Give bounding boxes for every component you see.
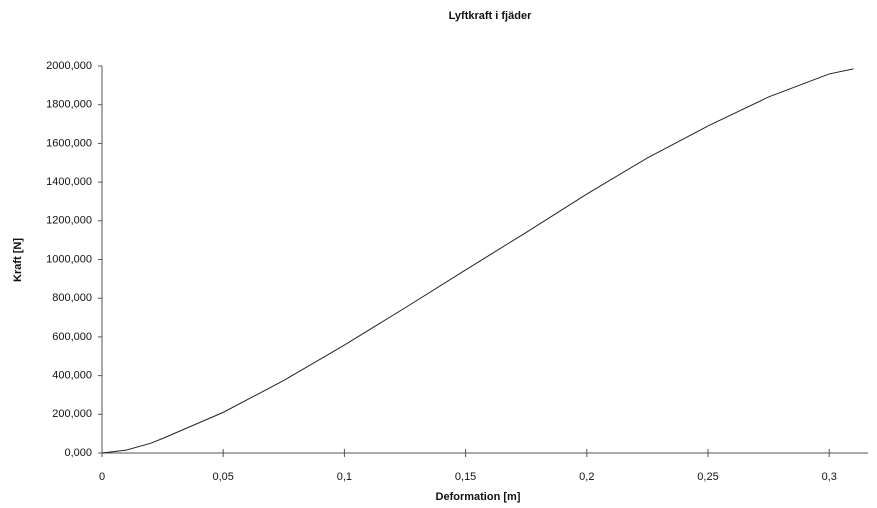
data-line (101, 68, 854, 454)
x-tick-label: 0 (99, 471, 105, 483)
y-tick-label: 1600,000 (46, 137, 92, 149)
y-tick-label: 1200,000 (46, 215, 92, 227)
x-tick-label: 0,2 (579, 471, 594, 483)
x-axis-label: Deformation [m] (436, 491, 521, 503)
x-tick-label: 0,25 (697, 471, 718, 483)
y-tick-label: 600,000 (52, 331, 92, 343)
y-tick-label: 1000,000 (46, 253, 92, 265)
y-tick-label: 400,000 (52, 370, 92, 382)
x-tick-label: 0,3 (822, 471, 837, 483)
y-tick-label: 200,000 (52, 408, 92, 420)
x-tick-label: 0,1 (337, 471, 352, 483)
chart-title: Lyftkraft i fjäder (449, 10, 532, 22)
y-axis-label: Kraft [N] (12, 238, 24, 282)
y-tick-label: 1400,000 (46, 176, 92, 188)
y-tick-label: 0,000 (64, 447, 92, 459)
y-tick-label: 800,000 (52, 292, 92, 304)
x-tick-label: 0,15 (455, 471, 476, 483)
y-tick-label: 1800,000 (46, 99, 92, 111)
y-tick-label: 2000,000 (46, 60, 92, 72)
x-tick-label: 0,05 (212, 471, 233, 483)
